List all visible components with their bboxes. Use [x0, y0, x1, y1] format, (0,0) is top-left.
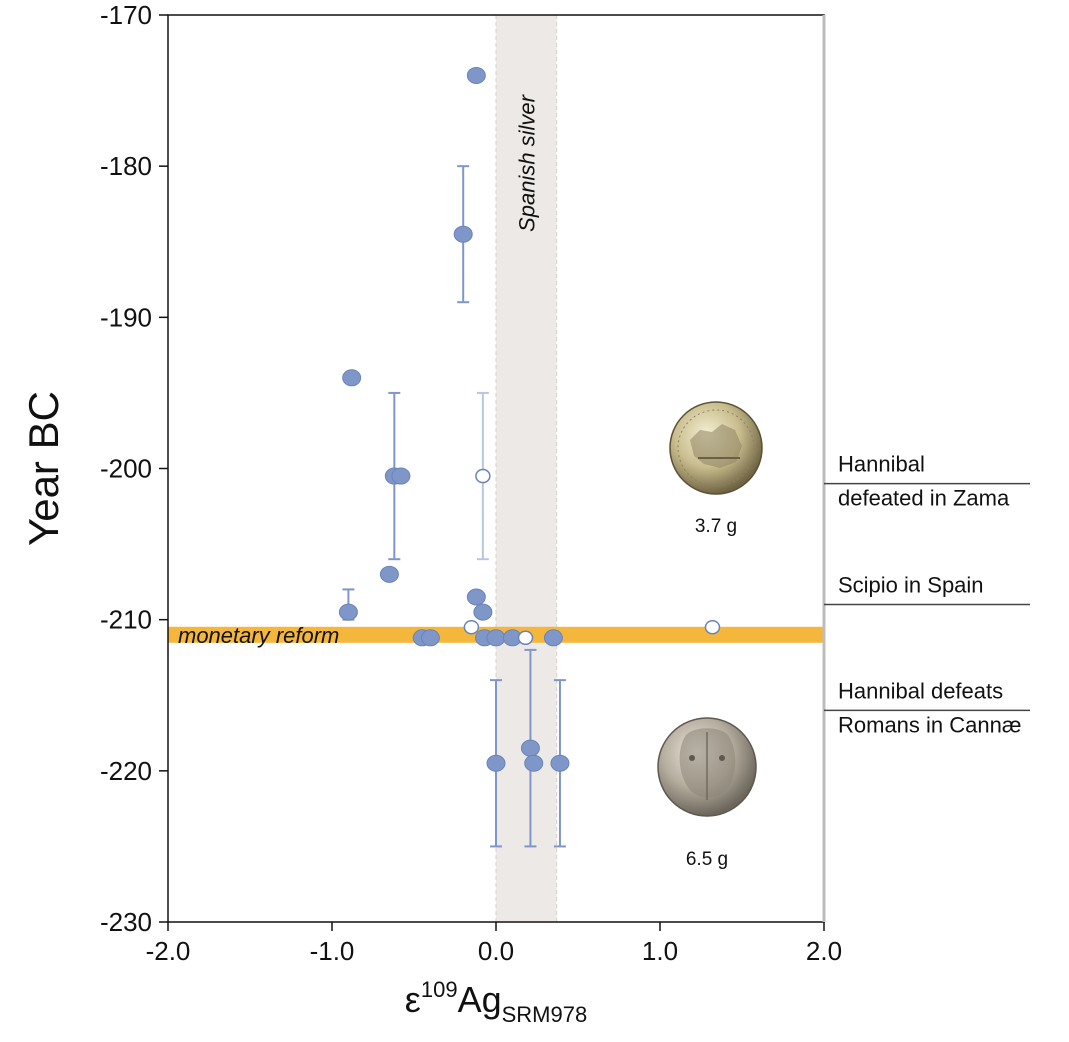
data-point — [391, 467, 411, 485]
x-tick-label: -2.0 — [146, 936, 191, 966]
coin-weight-label: 3.7 g — [695, 516, 737, 537]
data-point — [466, 588, 486, 606]
coin-janus-icon — [657, 717, 757, 817]
coin-denarius-icon — [669, 401, 763, 495]
data-point — [473, 603, 493, 621]
data-point-open — [475, 468, 491, 484]
annotation-text: Scipio in Spain — [838, 573, 984, 598]
x-axis-title: ε109AgSRM978 — [405, 977, 587, 1027]
data-point — [543, 629, 563, 647]
data-point — [453, 225, 473, 243]
y-tick-label: -210 — [100, 605, 152, 635]
coin-weight-label: 6.5 g — [686, 849, 728, 870]
annotation-text: Romans in Cannæ — [838, 712, 1021, 737]
data-points — [338, 66, 721, 772]
y-axis-title: Year BC — [20, 391, 67, 546]
chart-labels: Spanish silver monetary reform Year BC ε109… — [20, 93, 1030, 1027]
y-tick-label: -200 — [100, 454, 152, 484]
data-point — [379, 565, 399, 583]
data-point-open — [463, 619, 480, 635]
data-point-open — [704, 619, 721, 635]
annotation-text: Hannibal defeats — [838, 678, 1003, 703]
x-tick-label: -1.0 — [310, 936, 355, 966]
spanish-silver-band-fill — [496, 15, 557, 922]
y-tick-label: -180 — [100, 151, 152, 181]
x-tick-label: 2.0 — [806, 936, 842, 966]
y-tick-label: -230 — [100, 907, 152, 937]
data-point — [342, 369, 362, 387]
x-tick-label: 1.0 — [642, 936, 678, 966]
y-tick-label: -170 — [100, 0, 152, 30]
data-point — [486, 754, 506, 772]
data-point — [420, 629, 440, 647]
x-tick-label: 0.0 — [478, 936, 514, 966]
annotation-text: Hannibal — [838, 452, 925, 477]
data-point — [338, 603, 358, 621]
spanish-silver-band — [495, 15, 558, 922]
spanish-silver-label: Spanish silver — [514, 93, 539, 232]
annotation-text: defeated in Zama — [838, 486, 1010, 511]
data-point — [520, 739, 540, 757]
monetary-reform-label: monetary reform — [178, 623, 339, 648]
y-tick-label: -220 — [100, 756, 152, 786]
y-tick-label: -190 — [100, 302, 152, 332]
data-point — [466, 66, 486, 84]
data-point-open — [517, 630, 534, 646]
axis-ticks: -2.0 -1.0 0.0 1.0 2.0 -170 -180 -190 -200 -210 -22… — [100, 0, 842, 966]
data-point — [550, 754, 570, 772]
data-point — [524, 754, 544, 772]
data-point — [486, 629, 506, 647]
